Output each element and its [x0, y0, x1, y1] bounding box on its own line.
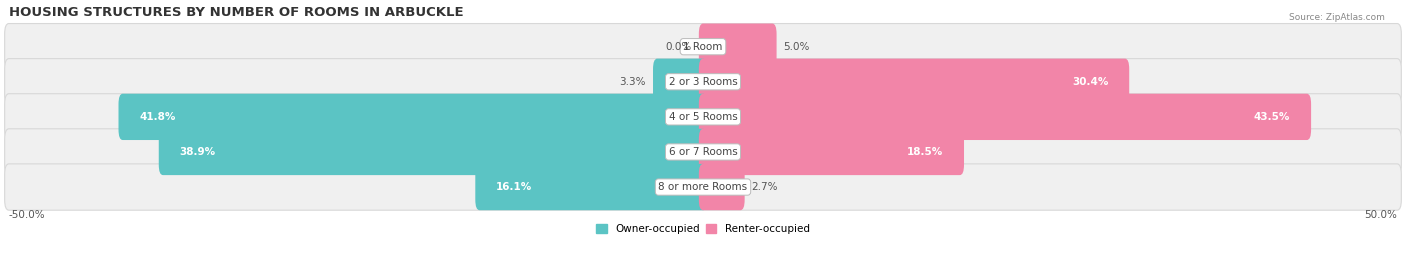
Text: 5.0%: 5.0% [783, 42, 810, 52]
Text: 1 Room: 1 Room [683, 42, 723, 52]
Text: 50.0%: 50.0% [1364, 210, 1398, 220]
Text: Source: ZipAtlas.com: Source: ZipAtlas.com [1289, 13, 1385, 22]
FancyBboxPatch shape [4, 129, 1402, 175]
Legend: Owner-occupied, Renter-occupied: Owner-occupied, Renter-occupied [592, 220, 814, 238]
Text: 30.4%: 30.4% [1071, 77, 1108, 87]
Text: HOUSING STRUCTURES BY NUMBER OF ROOMS IN ARBUCKLE: HOUSING STRUCTURES BY NUMBER OF ROOMS IN… [8, 6, 464, 19]
Text: 2.7%: 2.7% [752, 182, 778, 192]
Text: 38.9%: 38.9% [180, 147, 215, 157]
Text: 16.1%: 16.1% [496, 182, 533, 192]
FancyBboxPatch shape [4, 24, 1402, 70]
Text: 3.3%: 3.3% [620, 77, 647, 87]
Text: 0.0%: 0.0% [665, 42, 692, 52]
FancyBboxPatch shape [4, 164, 1402, 210]
FancyBboxPatch shape [4, 59, 1402, 105]
Text: 6 or 7 Rooms: 6 or 7 Rooms [669, 147, 737, 157]
Text: 2 or 3 Rooms: 2 or 3 Rooms [669, 77, 737, 87]
FancyBboxPatch shape [699, 129, 965, 175]
Text: 43.5%: 43.5% [1254, 112, 1291, 122]
FancyBboxPatch shape [699, 59, 1129, 105]
FancyBboxPatch shape [4, 94, 1402, 140]
FancyBboxPatch shape [699, 24, 776, 70]
Text: 41.8%: 41.8% [139, 112, 176, 122]
FancyBboxPatch shape [159, 129, 707, 175]
FancyBboxPatch shape [475, 164, 707, 210]
Text: 4 or 5 Rooms: 4 or 5 Rooms [669, 112, 737, 122]
FancyBboxPatch shape [652, 59, 707, 105]
Text: 18.5%: 18.5% [907, 147, 943, 157]
FancyBboxPatch shape [118, 94, 707, 140]
FancyBboxPatch shape [699, 164, 745, 210]
Text: -50.0%: -50.0% [8, 210, 45, 220]
Text: 8 or more Rooms: 8 or more Rooms [658, 182, 748, 192]
FancyBboxPatch shape [699, 94, 1312, 140]
